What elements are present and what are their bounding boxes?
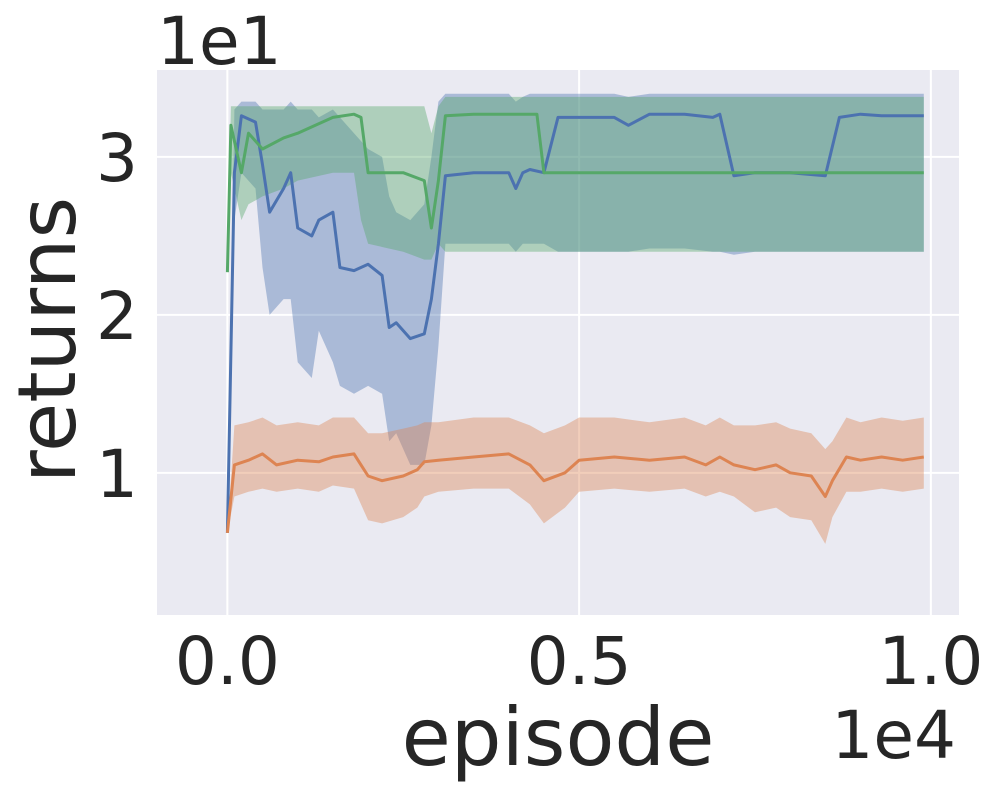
series-2-band bbox=[227, 96, 924, 273]
y-tick-labels: 1 2 3 bbox=[96, 120, 138, 513]
grid-lines bbox=[157, 70, 959, 615]
y-axis-label: returns bbox=[1, 197, 94, 483]
x-tick-label-2: 1.0 bbox=[878, 623, 983, 700]
y-tick-label-1: 2 bbox=[96, 278, 138, 355]
y-exponent-label: 1e1 bbox=[157, 3, 282, 80]
y-tick-label-2: 3 bbox=[96, 120, 138, 197]
series-2-line bbox=[225, 112, 924, 273]
plot-background bbox=[157, 70, 959, 615]
series-1-line bbox=[225, 452, 925, 534]
x-tick-labels: 0.0 0.5 1.0 bbox=[175, 623, 983, 700]
x-axis-label: episode bbox=[402, 691, 715, 784]
x-exponent-label: 1e4 bbox=[831, 697, 956, 774]
series-1-band bbox=[227, 417, 924, 544]
y-tick-label-0: 1 bbox=[96, 436, 138, 513]
confidence-bands bbox=[227, 93, 924, 544]
x-tick-label-0: 0.0 bbox=[175, 623, 280, 700]
series-lines bbox=[225, 112, 925, 534]
series-0-band bbox=[227, 93, 924, 533]
x-tick-label-1: 0.5 bbox=[527, 623, 632, 700]
series-0-line bbox=[225, 112, 924, 533]
